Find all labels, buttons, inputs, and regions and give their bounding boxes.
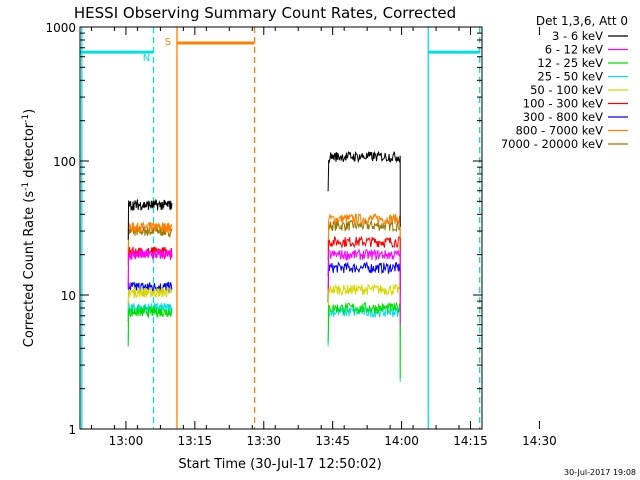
legend-label-2: 12 - 25 keV xyxy=(537,56,603,70)
timestamp: 30-Jul-2017 19:08 xyxy=(564,468,636,477)
series-line-3-seg-1 xyxy=(327,306,401,382)
series-line-4-seg-0 xyxy=(127,286,173,328)
series-line-7-seg-0 xyxy=(127,221,173,263)
y-tick-label-2: 100 xyxy=(53,155,76,169)
y-axis-label-end: ) xyxy=(22,109,37,114)
series-line-7-seg-1 xyxy=(327,212,401,289)
series-line-4-seg-1 xyxy=(327,283,401,360)
series-line-0-seg-0 xyxy=(127,198,173,240)
y-axis-label-main: Corrected Count Rate (s xyxy=(22,191,37,348)
legend-label-3: 25 - 50 keV xyxy=(537,70,603,84)
y-tick-label-0: 1 xyxy=(68,423,76,437)
series-line-6-seg-0 xyxy=(127,281,173,322)
y-ticks: 1 10 100 1000 xyxy=(45,21,482,437)
chart-title: HESSI Observing Summary Count Rates, Cor… xyxy=(74,4,456,22)
x-axis-label: Start Time (30-Jul-17 12:50:02) xyxy=(178,457,381,472)
legend-label-8: 7000 - 20000 keV xyxy=(501,137,603,151)
plot-frame xyxy=(79,26,483,430)
legend-label-7: 800 - 7000 keV xyxy=(515,124,603,138)
series-line-2-seg-0 xyxy=(127,305,173,347)
x-tick-label-6: 14:30 xyxy=(522,434,557,448)
legend-label-0: 3 - 6 keV xyxy=(552,29,603,43)
series-line-1-seg-0 xyxy=(127,248,173,290)
axis-frame xyxy=(79,26,483,430)
legend-header: Det 1,3,6, Att 0 xyxy=(536,14,628,28)
plot-area: NS xyxy=(80,27,481,429)
saa-label: S xyxy=(165,37,171,48)
series-line-0-seg-1 xyxy=(327,150,401,227)
series-line-2-seg-1 xyxy=(327,301,401,379)
legend-label-4: 50 - 100 keV xyxy=(530,83,603,97)
x-tick-label-5: 14:15 xyxy=(453,434,488,448)
x-tick-label-3: 13:45 xyxy=(315,434,350,448)
y-axis-label-sup1: -1 xyxy=(21,182,31,191)
x-tick-label-4: 14:00 xyxy=(384,434,419,448)
y-tick-label-1: 10 xyxy=(61,289,76,303)
y-axis-label: Corrected Count Rate (s-1 detector-1) xyxy=(21,109,37,347)
legend-label-1: 6 - 12 keV xyxy=(545,43,603,57)
x-tick-label-1: 13:15 xyxy=(178,434,213,448)
night-label: N xyxy=(143,53,150,64)
legend-label-6: 300 - 800 keV xyxy=(523,110,603,124)
y-axis-label-mid: detector xyxy=(22,122,37,182)
series-line-1-seg-1 xyxy=(327,248,401,325)
x-ticks: 13:00 13:15 13:30 13:45 14:00 14:15 14:30 xyxy=(90,27,557,448)
y-axis-label-sup2: -1 xyxy=(21,114,31,123)
x-tick-label-2: 13:30 xyxy=(246,434,281,448)
y-tick-label-3: 1000 xyxy=(45,21,76,35)
x-tick-label-0: 13:00 xyxy=(109,434,144,448)
series-line-5-seg-1 xyxy=(327,235,401,312)
legend-label-5: 100 - 300 keV xyxy=(523,97,603,111)
series-line-6-seg-1 xyxy=(327,261,401,338)
